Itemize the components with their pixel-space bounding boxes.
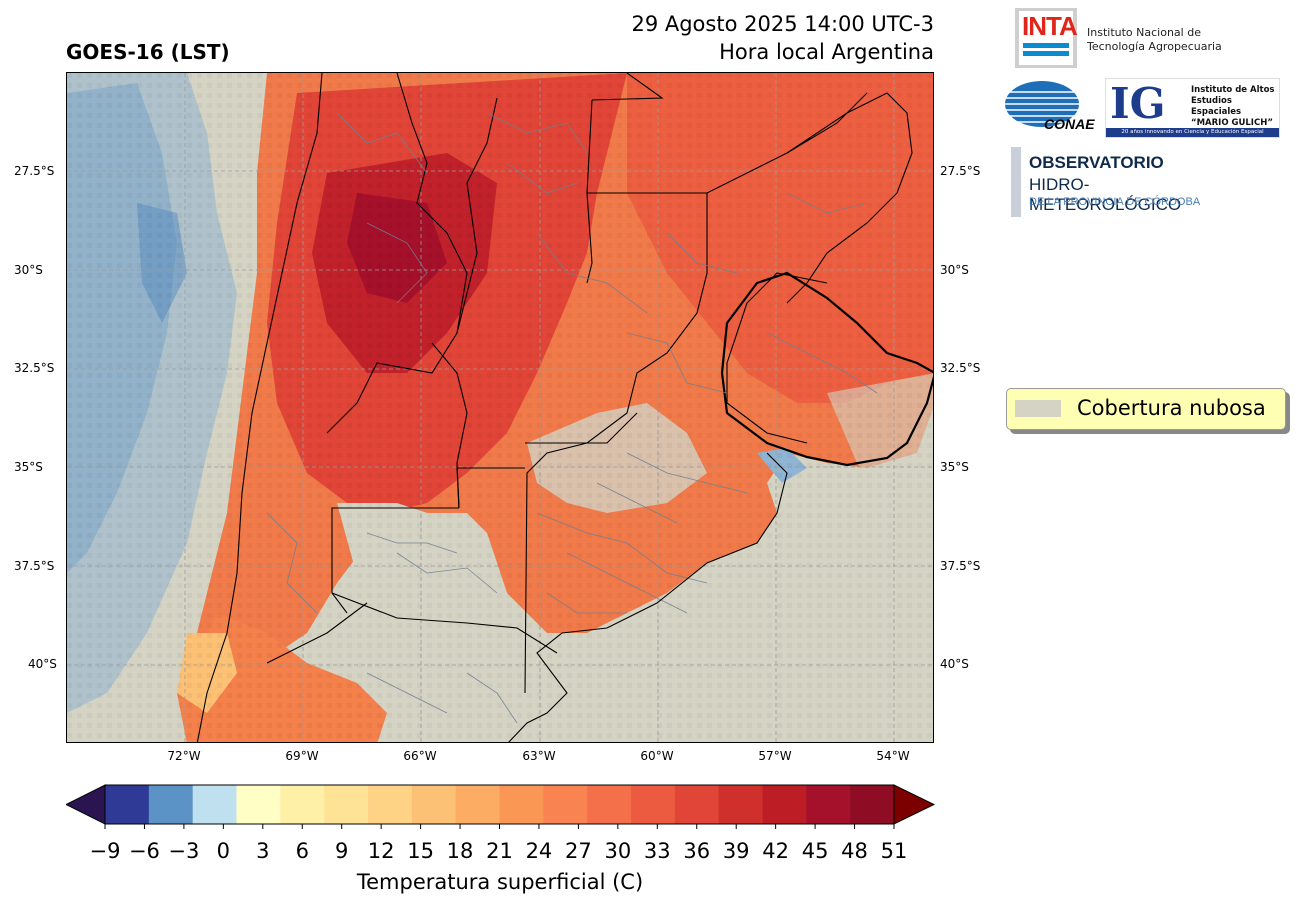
- colorbar-tick-label: 12: [367, 839, 395, 863]
- lon-label: 69°W: [285, 749, 319, 763]
- colorbar-segment: [280, 785, 325, 824]
- temperature-map: [66, 72, 934, 743]
- observatorio-logo-bar: [1011, 147, 1021, 217]
- colorbar-under-arrow: [66, 784, 106, 825]
- ig-text-line: Instituto de Altos: [1191, 85, 1275, 95]
- colorbar-tick-label: −9: [89, 839, 121, 863]
- inta-name-line: Instituto Nacional de: [1087, 26, 1201, 39]
- coastline: [508, 452, 788, 742]
- lat-label-left: 35°S: [14, 460, 43, 474]
- lat-label-right: 30°S: [940, 263, 969, 277]
- lat-label-right: 27.5°S: [940, 164, 981, 178]
- lon-label: 57°W: [758, 749, 792, 763]
- colorbar-tick-label: 6: [295, 839, 309, 863]
- local-time-label: Hora local Argentina: [719, 40, 934, 64]
- lat-label-left: 40°S: [28, 657, 57, 671]
- ig-text-line: “MARIO GULICH”: [1191, 118, 1273, 128]
- map-canvas: [67, 73, 933, 742]
- gridlines: [67, 73, 933, 742]
- colorbar-tick-label: 30: [604, 839, 632, 863]
- inta-name: Instituto Nacional de Tecnología Agropec…: [1087, 26, 1222, 54]
- colorbar-tick-label: 18: [446, 839, 474, 863]
- colorbar-tick-label: 33: [643, 839, 671, 863]
- colorbar-tick-label: 36: [683, 839, 711, 863]
- colorbar-tick-label: 45: [801, 839, 829, 863]
- inta-name-line: Tecnología Agropecuaria: [1087, 40, 1222, 53]
- lat-label-right: 40°S: [940, 657, 969, 671]
- inta-logo-text: INTA: [1022, 11, 1078, 41]
- colorbar-segment: [543, 785, 588, 824]
- cloud-cover-label: Cobertura nubosa: [1077, 396, 1266, 420]
- department-borders: [266, 112, 878, 724]
- colorbar-tick-label: 3: [256, 839, 270, 863]
- lat-label-right: 37.5°S: [940, 559, 981, 573]
- colorbar-segment: [850, 785, 895, 824]
- colorbar: [66, 784, 936, 829]
- colorbar-title: Temperatura superficial (C): [356, 870, 644, 894]
- colorbar-segment: [718, 785, 763, 824]
- colorbar-tick-label: 27: [565, 839, 592, 863]
- ig-logo-text: Instituto de Altos Estudios Espaciales “…: [1191, 85, 1279, 129]
- cloud-cover-legend: Cobertura nubosa: [1006, 388, 1286, 430]
- lat-label-left: 30°S: [14, 263, 43, 277]
- colorbar-tick-label: −6: [128, 839, 160, 863]
- lon-label: 60°W: [640, 749, 674, 763]
- colorbar-tick-label: 0: [216, 839, 231, 863]
- lat-label-right: 32.5°S: [940, 361, 981, 375]
- date-time-label: 29 Agosto 2025 14:00 UTC-3: [631, 12, 934, 36]
- conae-logo: CONAE: [1004, 80, 1095, 136]
- colorbar-segment: [368, 785, 413, 824]
- inta-logo: INTA: [1015, 8, 1078, 68]
- lon-label: 72°W: [167, 749, 201, 763]
- colorbar-over-arrow: [893, 784, 936, 825]
- colorbar-segment: [587, 785, 632, 824]
- colorbar-segment: [806, 785, 851, 824]
- lon-label: 54°W: [876, 749, 910, 763]
- colorbar-segment: [192, 785, 237, 824]
- colorbar-segment: [455, 785, 500, 824]
- colorbar-segment: [105, 785, 150, 824]
- colorbar-tick-label: 48: [841, 839, 868, 863]
- colorbar-segment: [674, 785, 720, 824]
- colorbar-segment: [762, 785, 807, 824]
- lon-label: 63°W: [522, 749, 556, 763]
- ig-text-line: Estudios Espaciales: [1191, 96, 1242, 117]
- uruguay-border: [720, 271, 933, 467]
- conae-globe-icon: [1005, 81, 1079, 127]
- colorbar-segment: [499, 785, 544, 824]
- colorbar-segment: [631, 785, 676, 824]
- lat-label-left: 32.5°S: [14, 361, 55, 375]
- colorbar-tick-label: 9: [335, 839, 349, 863]
- colorbar-tick-label: 24: [525, 839, 553, 863]
- observatorio-title: OBSERVATORIO: [1029, 153, 1164, 172]
- map-title: GOES-16 (LST): [66, 40, 230, 64]
- observatorio-subtitle: HIDRO-METEOROLÓGICO: [1029, 175, 1182, 214]
- colorbar-tick-label: 39: [722, 839, 750, 863]
- colorbar-segment: [324, 785, 369, 824]
- lat-label-left: 37.5°S: [14, 559, 55, 573]
- colorbar-tick-label: 51: [880, 839, 908, 863]
- observatorio-province: DE LA PROVINCIA DE CÓRDOBA: [1029, 196, 1201, 208]
- lat-label-right: 35°S: [940, 460, 969, 474]
- lat-label-left: 27.5°S: [14, 164, 55, 178]
- colorbar-tick-label: 21: [486, 839, 513, 863]
- colorbar-segment: [148, 785, 194, 824]
- colorbar-tick-label: 42: [762, 839, 789, 863]
- ig-logo: IG Instituto de Altos Estudios Espaciale…: [1105, 78, 1280, 138]
- province-borders: [196, 73, 913, 742]
- colorbar-segment: [411, 785, 457, 824]
- colorbar-tick-label: −3: [168, 839, 200, 863]
- ig-logo-strip: 20 años innovando en Ciencia y Educación…: [1106, 128, 1279, 137]
- pixel-texture: [67, 73, 933, 742]
- colorbar-segment: [236, 785, 281, 824]
- lon-label: 66°W: [403, 749, 437, 763]
- observatorio-logo: OBSERVATORIO HIDRO-METEOROLÓGICO DE LA P…: [1011, 147, 1241, 217]
- ig-logo-letters: IG: [1110, 79, 1166, 128]
- cloud-cover-swatch: [1015, 400, 1061, 417]
- conae-logo-text: CONAE: [1044, 116, 1095, 132]
- colorbar-tick-label: 15: [407, 839, 434, 863]
